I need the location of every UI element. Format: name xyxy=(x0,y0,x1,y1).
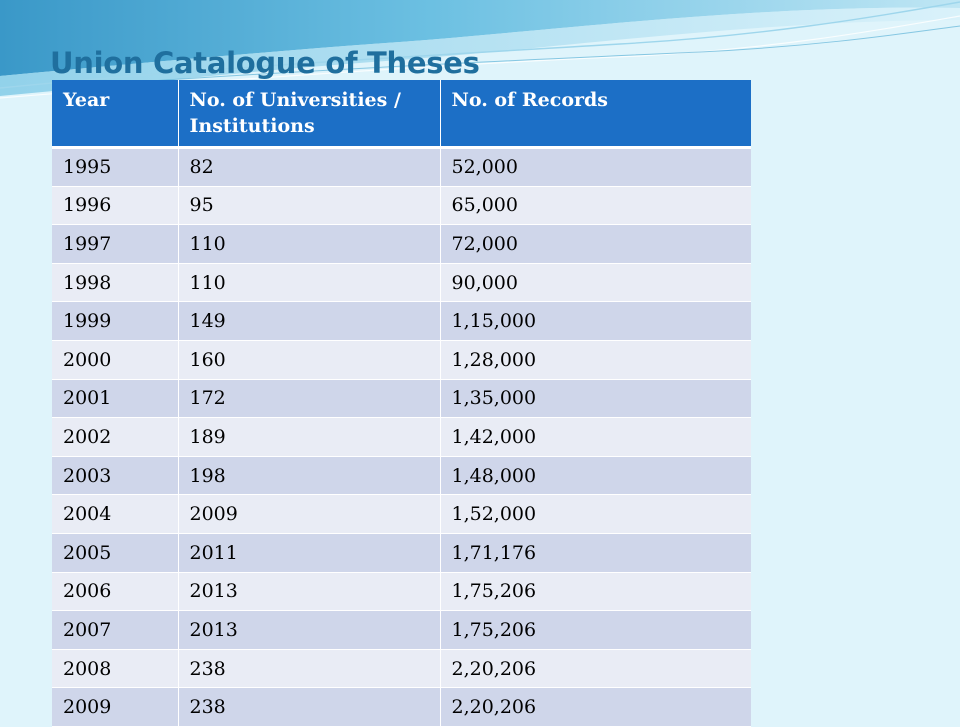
records-cell: 1,42,000 xyxy=(440,417,751,457)
year-cell: 1998 xyxy=(52,263,179,303)
records-cell: 65,000 xyxy=(440,186,751,226)
universities-cell: 238 xyxy=(178,687,441,727)
records-cell: 2,20,206 xyxy=(440,687,751,727)
table-row: 1995 82 52,000 xyxy=(52,147,751,187)
wave-line-3 xyxy=(79,25,960,87)
records-cell: 1,75,206 xyxy=(440,572,751,612)
records-cell: 72,000 xyxy=(440,224,751,264)
universities-cell: 2013 xyxy=(178,610,441,650)
table-row: 2004 2009 1,52,000 xyxy=(52,494,751,534)
table-row: 2003 198 1,48,000 xyxy=(52,456,751,496)
records-cell: 1,48,000 xyxy=(440,456,751,496)
table-row: 1999 149 1,15,000 xyxy=(52,301,751,341)
table-row: 2006 2013 1,75,206 xyxy=(52,572,751,612)
year-cell: 2000 xyxy=(52,340,179,380)
table-row: 2000 160 1,28,000 xyxy=(52,340,751,380)
table-row: 2002 189 1,42,000 xyxy=(52,417,751,457)
table-row: 1996 95 65,000 xyxy=(52,186,751,226)
universities-cell: 172 xyxy=(178,379,441,419)
header-year: Year xyxy=(52,80,179,149)
year-cell: 2003 xyxy=(52,456,179,496)
year-cell: 2002 xyxy=(52,417,179,457)
table-body: 1995 82 52,000 1996 95 65,000 1997 110 72,000 199… xyxy=(52,147,751,727)
records-cell: 1,15,000 xyxy=(440,301,751,341)
theses-table: Year No. of Universities / Institutions … xyxy=(52,80,751,727)
year-cell: 1997 xyxy=(52,224,179,264)
header-records: No. of Records xyxy=(440,80,751,149)
year-cell: 2004 xyxy=(52,494,179,534)
universities-cell: 82 xyxy=(178,147,441,187)
universities-cell: 160 xyxy=(178,340,441,380)
year-cell: 2009 xyxy=(52,687,179,727)
year-cell: 2006 xyxy=(52,572,179,612)
year-cell: 2001 xyxy=(52,379,179,419)
records-cell: 52,000 xyxy=(440,147,751,187)
year-cell: 2005 xyxy=(52,533,179,573)
records-cell: 1,35,000 xyxy=(440,379,751,419)
records-cell: 1,71,176 xyxy=(440,533,751,573)
records-cell: 1,75,206 xyxy=(440,610,751,650)
table-row: 1998 110 90,000 xyxy=(52,263,751,303)
universities-cell: 198 xyxy=(178,456,441,496)
table-row: 2007 2013 1,75,206 xyxy=(52,610,751,650)
table-row: 2005 2011 1,71,176 xyxy=(52,533,751,573)
table-row: 2001 172 1,35,000 xyxy=(52,379,751,419)
records-cell: 1,52,000 xyxy=(440,494,751,534)
theses-table-container: Year No. of Universities / Institutions … xyxy=(52,80,751,727)
universities-cell: 110 xyxy=(178,224,441,264)
wave-line-1 xyxy=(0,1,960,89)
year-cell: 2007 xyxy=(52,610,179,650)
table-row: 2009 238 2,20,206 xyxy=(52,687,751,727)
universities-cell: 149 xyxy=(178,301,441,341)
year-cell: 1995 xyxy=(52,147,179,187)
records-cell: 1,28,000 xyxy=(440,340,751,380)
universities-cell: 2013 xyxy=(178,572,441,612)
universities-cell: 95 xyxy=(178,186,441,226)
table-row: 1997 110 72,000 xyxy=(52,224,751,264)
year-cell: 1999 xyxy=(52,301,179,341)
slide-title: Union Catalogue of Theses xyxy=(50,46,480,80)
universities-cell: 2009 xyxy=(178,494,441,534)
universities-cell: 189 xyxy=(178,417,441,457)
records-cell: 90,000 xyxy=(440,263,751,303)
year-cell: 1996 xyxy=(52,186,179,226)
universities-cell: 110 xyxy=(178,263,441,303)
year-cell: 2008 xyxy=(52,649,179,689)
table-header-row: Year No. of Universities / Institutions … xyxy=(52,80,751,149)
header-universities: No. of Universities / Institutions xyxy=(178,80,441,149)
universities-cell: 238 xyxy=(178,649,441,689)
table-row: 2008 238 2,20,206 xyxy=(52,649,751,689)
wave-band-dark xyxy=(0,0,960,76)
universities-cell: 2011 xyxy=(178,533,441,573)
records-cell: 2,20,206 xyxy=(440,649,751,689)
